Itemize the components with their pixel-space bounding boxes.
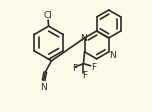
Text: F: F — [82, 71, 87, 80]
Text: F: F — [91, 62, 96, 71]
Text: N: N — [80, 34, 87, 43]
Text: F: F — [72, 63, 77, 72]
Text: Cl: Cl — [43, 11, 52, 20]
Text: N: N — [109, 50, 116, 59]
Text: N: N — [40, 82, 47, 91]
